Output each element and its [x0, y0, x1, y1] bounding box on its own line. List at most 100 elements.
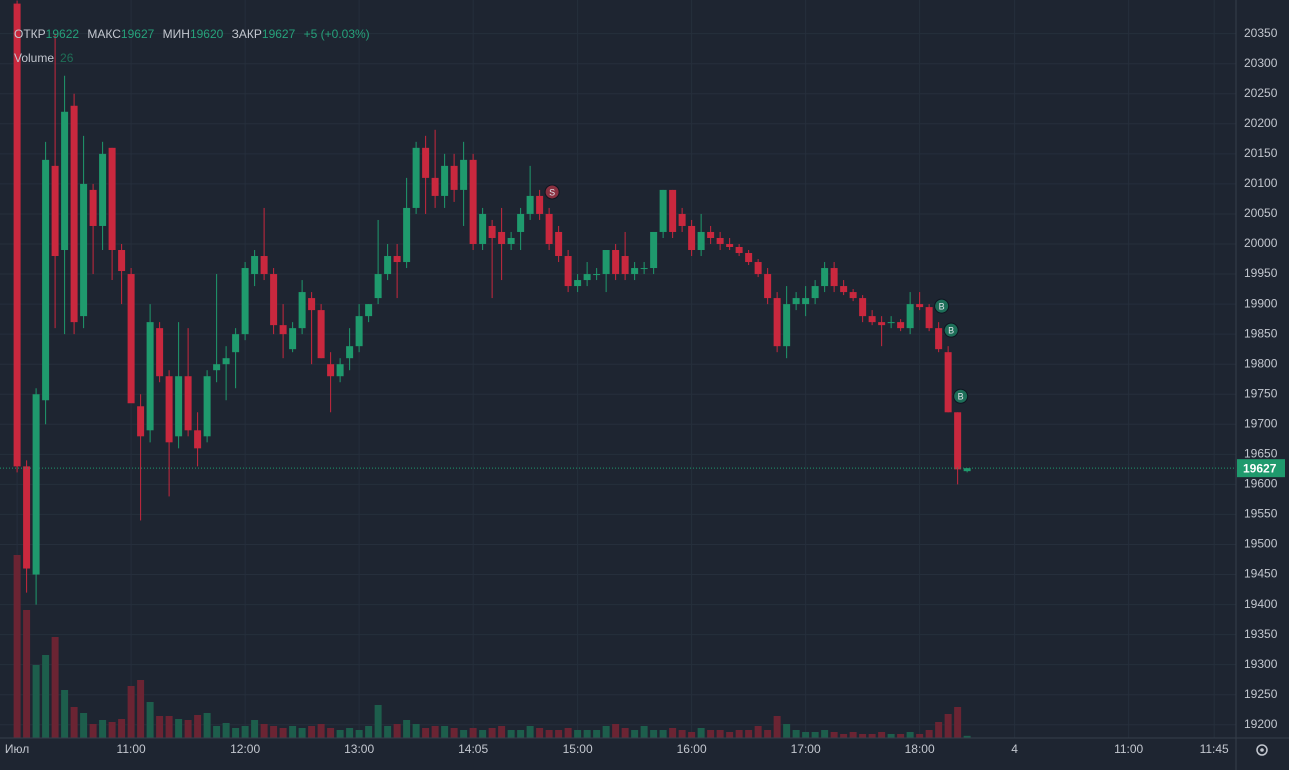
- candle-body: [735, 247, 743, 254]
- volume-bar: [659, 730, 667, 738]
- volume-bar: [488, 728, 496, 738]
- label: Volume: [14, 51, 55, 65]
- candle-body: [137, 406, 145, 437]
- candle-body: [403, 207, 411, 263]
- volume-bar: [403, 720, 411, 738]
- candle-body: [469, 159, 477, 244]
- value: 26: [60, 51, 74, 65]
- settings-icon[interactable]: [1256, 744, 1268, 756]
- volume-bar: [526, 726, 534, 738]
- volume-bar: [203, 713, 211, 738]
- volume-bar: [479, 730, 487, 738]
- candle-body: [422, 147, 430, 178]
- volume-bar: [298, 728, 306, 738]
- candle-body: [289, 328, 297, 350]
- last-price-label: 19627: [1243, 461, 1277, 475]
- candle-body: [365, 304, 373, 317]
- candle-body: [327, 364, 335, 377]
- x-tick-label: 16:00: [677, 742, 707, 756]
- candle-body: [593, 274, 601, 276]
- candle-body: [270, 274, 278, 326]
- trade-marker-label: S: [549, 187, 555, 197]
- volume-bar: [678, 730, 686, 738]
- volume-bar: [849, 732, 857, 738]
- volume-bar: [51, 637, 59, 738]
- volume-bar: [374, 705, 382, 738]
- volume-bar: [821, 730, 829, 738]
- value: 19627: [261, 27, 296, 41]
- candle-body: [507, 237, 515, 244]
- y-tick-label: 20050: [1244, 206, 1278, 220]
- volume-bar: [327, 728, 335, 738]
- volume-bar: [906, 732, 914, 738]
- volume-bar: [460, 730, 468, 738]
- volume-bar: [792, 730, 800, 738]
- candle-body: [564, 256, 572, 287]
- y-tick-label: 19900: [1244, 296, 1278, 310]
- volume-bar: [935, 722, 943, 738]
- volume-bar: [688, 732, 696, 738]
- volume-bar: [13, 555, 21, 738]
- y-tick-label: 19750: [1244, 386, 1278, 400]
- volume-bar: [412, 724, 420, 738]
- x-tick-label: 14:05: [458, 742, 488, 756]
- volume-bar: [279, 728, 287, 738]
- gear-center[interactable]: [1260, 748, 1264, 752]
- plot: S B B B: [0, 0, 1236, 738]
- candle-body: [773, 298, 781, 347]
- label: МИН: [162, 27, 190, 41]
- y-tick-label: 19950: [1244, 266, 1278, 280]
- gear[interactable]: [1256, 744, 1268, 756]
- candle-body: [441, 165, 449, 196]
- y-tick-label: 20250: [1244, 86, 1278, 100]
- x-tick-label: 4: [1011, 742, 1018, 756]
- candle-body: [640, 268, 648, 270]
- volume-bar: [241, 726, 249, 738]
- candle-body: [716, 237, 724, 244]
- y-tick-label: 19200: [1244, 717, 1278, 731]
- candle-body: [203, 376, 211, 437]
- volume-bar: [773, 716, 781, 738]
- candle-body: [32, 394, 40, 575]
- y-tick-label: 20100: [1244, 176, 1278, 190]
- volume-bar: [726, 732, 734, 738]
- price-axis-bg: [1236, 0, 1289, 770]
- candle-body: [954, 412, 962, 470]
- y-tick-label: 19400: [1244, 597, 1278, 611]
- trade-marker: [934, 298, 950, 314]
- candle-body: [830, 268, 838, 287]
- volume-bar: [925, 730, 933, 738]
- volume-row: Volume 26: [14, 46, 375, 70]
- candle-body: [89, 189, 97, 226]
- label: ЗАКР: [231, 27, 262, 41]
- candle-body: [545, 213, 553, 244]
- candle-body: [384, 256, 392, 275]
- candle-body: [23, 466, 31, 569]
- volume-bar: [517, 730, 525, 738]
- y-tick-label: 19850: [1244, 326, 1278, 340]
- candle-body: [488, 225, 496, 238]
- candle-body: [678, 213, 686, 226]
- candle-body: [536, 195, 544, 214]
- candle-body: [621, 256, 629, 275]
- volume-bar: [336, 730, 344, 738]
- volume-bar: [232, 728, 240, 738]
- candle-body: [697, 231, 705, 251]
- y-tick-label: 19650: [1244, 447, 1278, 461]
- x-tick-label: 11:45: [1200, 742, 1229, 756]
- volume-bar: [175, 719, 183, 738]
- volume-bar: [545, 730, 553, 738]
- candle-body: [498, 231, 506, 244]
- candle-body: [612, 250, 620, 275]
- volume-bar: [251, 720, 259, 738]
- volume-bar: [716, 730, 724, 738]
- change: +5 (+0.03%): [303, 27, 370, 41]
- volume-bar: [384, 726, 392, 738]
- volume-bar: [764, 730, 772, 738]
- volume-bar: [393, 724, 401, 738]
- volume-bar: [811, 732, 819, 738]
- y-tick-label: 19800: [1244, 356, 1278, 370]
- volume-bar: [897, 734, 905, 738]
- y-tick-label: 19550: [1244, 507, 1278, 521]
- candle-body: [574, 280, 582, 287]
